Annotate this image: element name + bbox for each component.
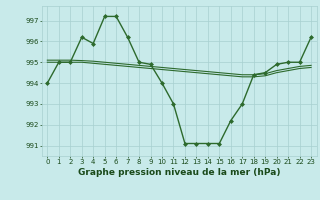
X-axis label: Graphe pression niveau de la mer (hPa): Graphe pression niveau de la mer (hPa) [78, 168, 280, 177]
